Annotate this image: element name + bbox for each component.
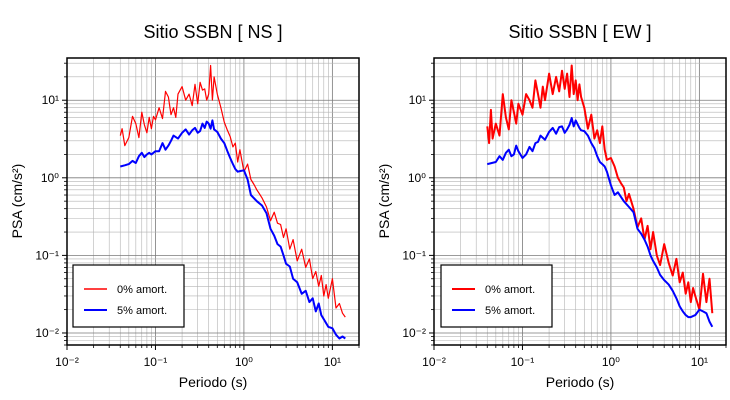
x-tick-label: 10⁰	[235, 355, 253, 369]
axis-ticks: 10⁻² 10⁻¹ 10⁰ 10¹ 10⁻² 10⁻¹ 10⁰ 10¹	[35, 62, 360, 369]
y-tick-label: 10⁻¹	[35, 248, 59, 262]
x-tick-label: 10⁻¹	[511, 355, 535, 369]
y-axis-label: PSA (cm/s²)	[376, 164, 392, 239]
chart-panel-ns: Sitio SSBN [ NS ] 10⁻² 10⁻¹ 10⁰ 10¹ 10⁻² 10⁻¹…	[9, 22, 360, 390]
x-axis-label: Periodo (s)	[546, 374, 614, 390]
y-tick-label: 10⁰	[41, 171, 59, 185]
y-tick-label: 10⁻²	[402, 326, 426, 340]
x-tick-label: 10⁻²	[55, 355, 79, 369]
series-lines	[119, 64, 346, 340]
axis-ticks: 10⁻² 10⁻¹ 10⁰ 10¹ 10⁻² 10⁻¹ 10⁰ 10¹	[402, 62, 727, 369]
series-lines	[486, 64, 714, 328]
legend-label-1: 5% amort.	[117, 305, 167, 317]
series-line-0	[486, 64, 714, 314]
series-line-1	[120, 119, 346, 340]
legend: 0% amort. 5% amort.	[72, 264, 185, 328]
legend-label-0: 0% amort.	[485, 284, 535, 296]
chart-title: Sitio SSBN [ EW ]	[508, 22, 651, 42]
y-axis-label: PSA (cm/s²)	[9, 164, 25, 239]
x-axis-label: Periodo (s)	[179, 374, 247, 390]
x-tick-label: 10⁻²	[422, 355, 446, 369]
legend-label-1: 5% amort.	[485, 305, 535, 317]
x-tick-label: 10¹	[691, 355, 708, 369]
y-tick-label: 10⁰	[408, 171, 426, 185]
legend-box	[440, 264, 553, 328]
legend-box	[72, 264, 185, 328]
y-tick-label: 10¹	[409, 93, 426, 107]
y-tick-label: 10⁻²	[35, 326, 59, 340]
x-tick-label: 10¹	[324, 355, 341, 369]
y-tick-label: 10⁻¹	[402, 248, 426, 262]
x-tick-label: 10⁰	[602, 355, 620, 369]
chart-title: Sitio SSBN [ NS ]	[143, 22, 282, 42]
series-line-1	[487, 117, 714, 328]
series-line-0	[119, 64, 346, 318]
y-tick-label: 10¹	[42, 93, 59, 107]
chart-panel-ew: Sitio SSBN [ EW ] 10⁻² 10⁻¹ 10⁰ 10¹ 10⁻² 10⁻¹…	[376, 22, 727, 390]
x-tick-label: 10⁻¹	[144, 355, 168, 369]
legend: 0% amort. 5% amort.	[440, 264, 553, 328]
legend-label-0: 0% amort.	[117, 284, 167, 296]
